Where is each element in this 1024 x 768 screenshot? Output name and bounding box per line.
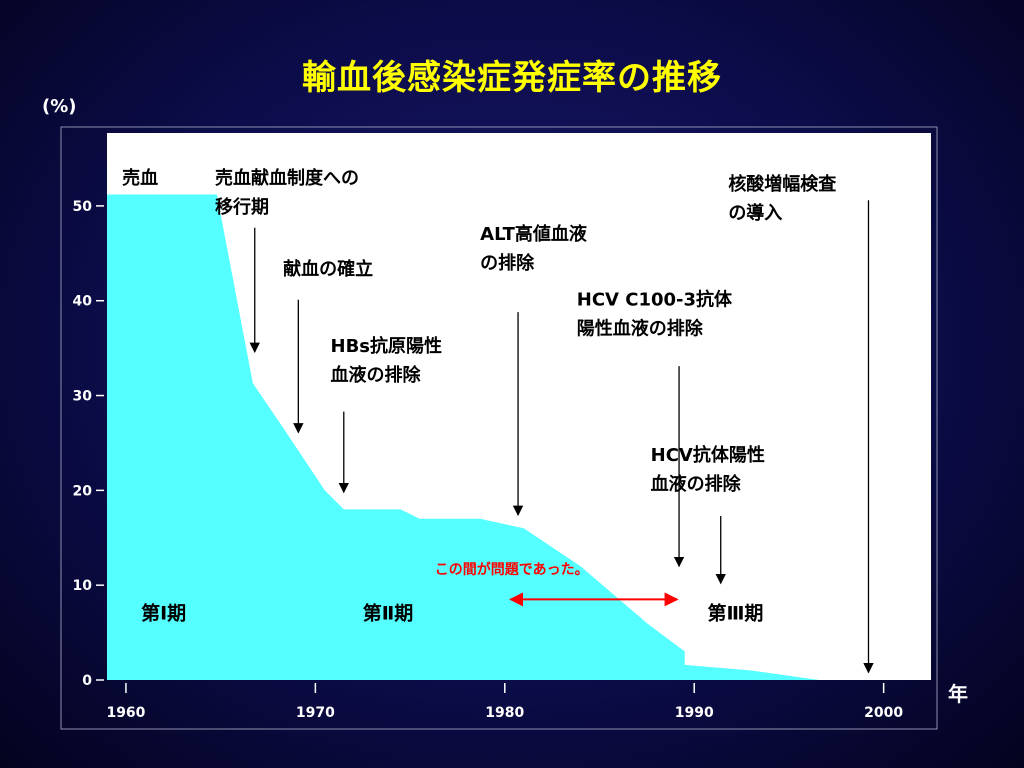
- y-unit-label: (%): [42, 96, 77, 117]
- x-tick-label-1960: 1960: [106, 705, 145, 721]
- annotation-1-line-0: 売血献血制度への: [215, 167, 359, 189]
- x-unit-label: 年: [948, 682, 968, 706]
- annotation-1-line-1: 移行期: [215, 196, 269, 218]
- y-tick-label-40: 40: [73, 294, 93, 310]
- annotation-6-line-0: HCV抗体陽性: [651, 444, 765, 466]
- annotation-3-line-0: HBs抗原陽性: [331, 335, 443, 357]
- y-tick-label-30: 30: [73, 389, 93, 405]
- annotation-7-line-0: 核酸増幅検査: [728, 173, 836, 195]
- period-label-2: 第Ⅱ期: [363, 601, 414, 624]
- annotation-5-line-1: 陽性血液の排除: [577, 317, 704, 339]
- y-tick-label-20: 20: [73, 483, 93, 499]
- x-tick-label-2000: 2000: [864, 705, 903, 721]
- period-label-1: 第Ⅰ期: [141, 601, 186, 624]
- y-tick-label-10: 10: [73, 578, 93, 594]
- y-tick-label-50: 50: [73, 199, 93, 215]
- chart-frame: [60, 126, 938, 730]
- x-tick-label-1980: 1980: [485, 705, 524, 721]
- x-tick-label-1990: 1990: [675, 705, 714, 721]
- y-tick-label-0: 0: [82, 673, 92, 689]
- area-series-0: [107, 194, 931, 680]
- annotation-3-line-1: 血液の排除: [331, 364, 422, 386]
- period-label-3: 第Ⅲ期: [707, 601, 763, 624]
- annotation-0-line-0: 売血: [122, 167, 158, 189]
- annotation-6-line-1: 血液の排除: [651, 473, 742, 495]
- annotation-4-line-0: ALT高値血液: [480, 223, 588, 245]
- x-tick-label-1970: 1970: [296, 705, 335, 721]
- slide-title: 輸血後感染症発症率の推移: [302, 58, 722, 98]
- annotation-4-line-1: の排除: [480, 252, 535, 274]
- annotation-7-line-1: の導入: [728, 202, 782, 224]
- annotation-5-line-0: HCV C100-3抗体: [577, 288, 733, 310]
- annotation-2-line-0: 献血の確立: [283, 258, 373, 280]
- problem-note: この間が問題であった。: [435, 561, 589, 578]
